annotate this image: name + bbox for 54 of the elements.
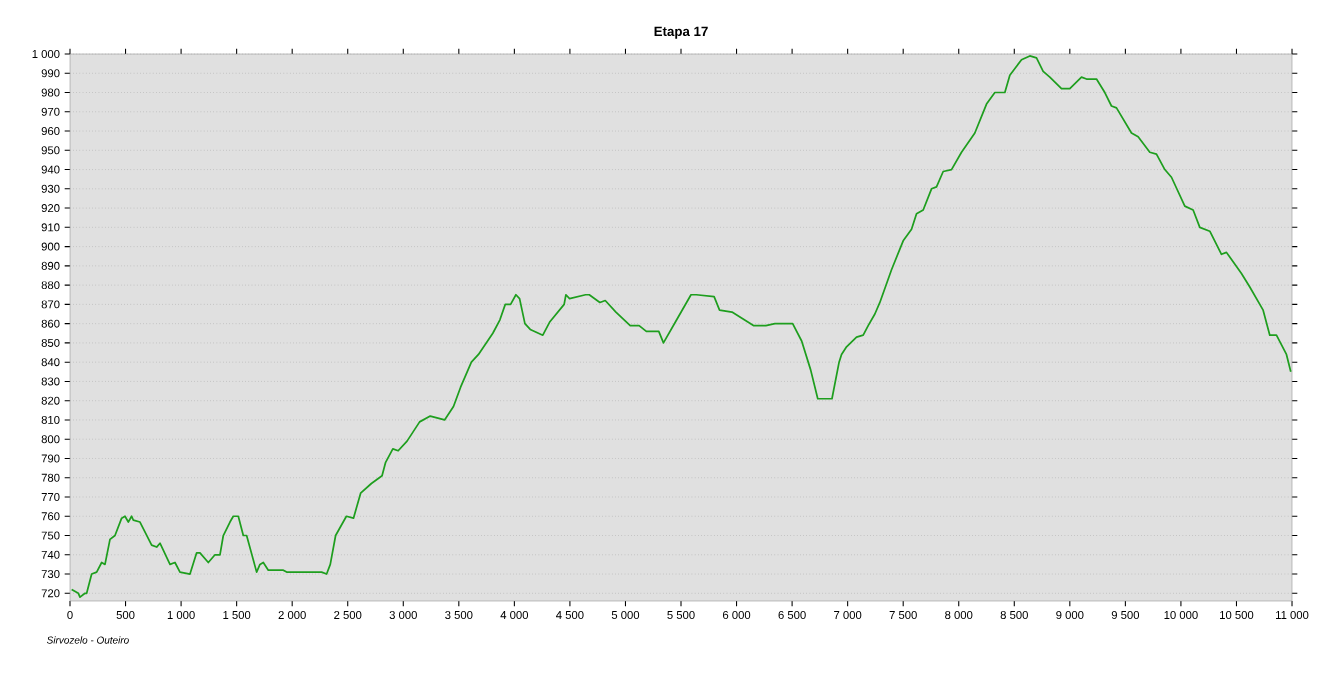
x-tick-label: 10 500 (1220, 611, 1254, 619)
y-tick-label: 870 (41, 300, 60, 309)
y-tick-label: 1 000 (32, 50, 60, 58)
x-tick-label: 9 500 (1111, 611, 1140, 619)
x-tick-label: 5 000 (611, 611, 640, 619)
x-tick-label: 2 000 (278, 611, 306, 619)
x-tick-label: 11 000 (1276, 611, 1309, 619)
y-tick-label: 830 (41, 377, 60, 386)
x-tick-label: 9 000 (1056, 611, 1084, 619)
y-tick-label: 790 (41, 454, 60, 463)
text: Sirvozelo - Outeiro (46, 636, 129, 644)
x-tick-label: 5 500 (667, 611, 695, 619)
chart-title: Etapa 17 (654, 26, 708, 39)
y-tick-label: 770 (41, 493, 60, 501)
x-tick-label: 0 (67, 611, 73, 619)
x-tick-label: 4 000 (500, 611, 529, 619)
y-tick-label: 850 (41, 338, 60, 347)
x-tick-label: 8 500 (1000, 611, 1028, 619)
x-tick-label: 1 000 (167, 611, 195, 619)
y-tick-label: 880 (41, 281, 60, 290)
y-tick-label: 900 (41, 242, 60, 251)
y-tick-label: 800 (41, 435, 60, 444)
y-tick-label: 810 (41, 415, 60, 424)
y-tick-label: 910 (41, 223, 60, 232)
y-tick-label: 940 (41, 165, 60, 174)
y-tick-label: 760 (41, 512, 60, 521)
x-tick-label: 7 000 (834, 611, 862, 619)
y-tick-label: 730 (41, 570, 60, 579)
x-tick-label: 1 500 (223, 611, 251, 619)
x-tick-label: 3 500 (445, 611, 473, 619)
y-tick-label: 720 (41, 589, 60, 598)
y-tick-label: 980 (41, 88, 60, 97)
x-tick-label: 7 500 (889, 611, 917, 619)
x-tick-label: 8 000 (945, 611, 973, 619)
y-tick-label: 950 (41, 146, 60, 155)
x-tick-label: 6 000 (723, 611, 751, 619)
y-tick-label: 920 (41, 204, 60, 213)
y-tick-label: 960 (41, 127, 60, 136)
y-tick-label: 890 (41, 261, 60, 270)
x-tick-label: 2 500 (334, 611, 362, 619)
x-tick-label: 500 (116, 611, 135, 619)
x-tick-label: 4 500 (556, 611, 584, 619)
y-tick-label: 840 (41, 358, 60, 367)
y-tick-label: 780 (41, 473, 60, 482)
x-tick-label: 3 000 (389, 611, 417, 619)
y-tick-label: 990 (41, 69, 60, 78)
y-tick-label: 740 (41, 550, 60, 559)
y-tick-label: 750 (41, 531, 60, 540)
y-tick-label: 970 (41, 107, 60, 116)
x-tick-label: 6 500 (778, 611, 806, 619)
y-tick-label: 930 (41, 184, 60, 193)
y-tick-label: 860 (41, 319, 60, 328)
y-tick-label: 820 (41, 396, 60, 405)
x-tick-label: 10 000 (1164, 611, 1198, 619)
